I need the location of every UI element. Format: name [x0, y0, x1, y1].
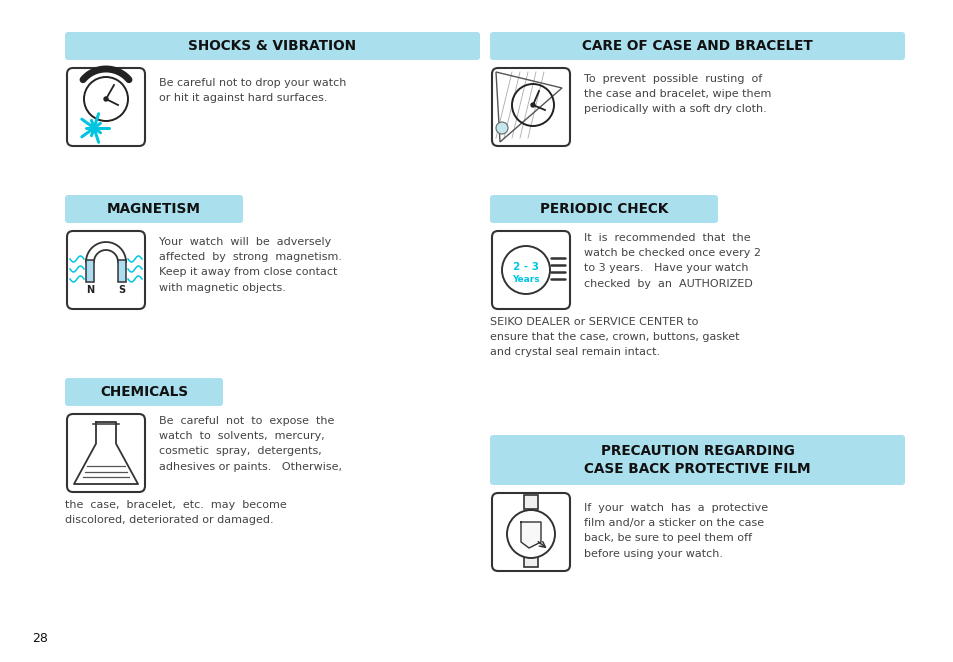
Bar	[86, 260, 94, 282]
Polygon shape	[86, 242, 126, 262]
Bar	[523, 495, 537, 509]
Text: It  is  recommended  that  the
watch be checked once every 2
to 3 years.   Have : It is recommended that the watch be chec…	[583, 233, 760, 289]
Bar	[118, 260, 126, 282]
Polygon shape	[74, 422, 138, 484]
FancyBboxPatch shape	[492, 493, 569, 571]
Circle shape	[506, 510, 555, 558]
Circle shape	[104, 97, 108, 101]
Text: If  your  watch  has  a  protective
film and/or a sticker on the case
back, be s: If your watch has a protective film and/…	[583, 503, 767, 559]
Text: PRECAUTION REGARDING
CASE BACK PROTECTIVE FILM: PRECAUTION REGARDING CASE BACK PROTECTIV…	[583, 444, 810, 476]
FancyBboxPatch shape	[490, 195, 718, 223]
FancyBboxPatch shape	[492, 231, 569, 309]
FancyBboxPatch shape	[67, 68, 145, 146]
Text: MAGNETISM: MAGNETISM	[107, 202, 201, 216]
Text: Be careful not to drop your watch
or hit it against hard surfaces.: Be careful not to drop your watch or hit…	[159, 78, 346, 103]
FancyBboxPatch shape	[65, 195, 243, 223]
FancyBboxPatch shape	[67, 231, 145, 309]
FancyBboxPatch shape	[65, 378, 223, 406]
FancyBboxPatch shape	[67, 414, 145, 492]
Text: PERIODIC CHECK: PERIODIC CHECK	[539, 202, 667, 216]
FancyBboxPatch shape	[490, 435, 904, 485]
Text: To  prevent  possible  rusting  of
the case and bracelet, wipe them
periodically: To prevent possible rusting of the case …	[583, 74, 771, 115]
Text: N: N	[86, 285, 94, 295]
Text: 28: 28	[32, 632, 48, 645]
Text: Be  careful  not  to  expose  the
watch  to  solvents,  mercury,
cosmetic  spray: Be careful not to expose the watch to so…	[159, 416, 341, 471]
Text: SEIKO DEALER or SERVICE CENTER to
ensure that the case, crown, buttons, gasket
a: SEIKO DEALER or SERVICE CENTER to ensure…	[490, 317, 739, 357]
Text: the  case,  bracelet,  etc.  may  become
discolored, deteriorated or damaged.: the case, bracelet, etc. may become disc…	[65, 500, 287, 525]
Text: CHEMICALS: CHEMICALS	[100, 385, 188, 399]
Text: Your  watch  will  be  adversely
affected  by  strong  magnetism.
Keep it away f: Your watch will be adversely affected by…	[159, 237, 341, 293]
Bar	[523, 553, 537, 567]
Polygon shape	[520, 522, 540, 548]
Text: S: S	[118, 285, 126, 295]
Text: 2 - 3: 2 - 3	[513, 262, 538, 272]
Text: SHOCKS & VIBRATION: SHOCKS & VIBRATION	[189, 39, 356, 53]
FancyBboxPatch shape	[492, 68, 569, 146]
Text: CARE OF CASE AND BRACELET: CARE OF CASE AND BRACELET	[581, 39, 812, 53]
FancyBboxPatch shape	[490, 32, 904, 60]
FancyBboxPatch shape	[65, 32, 479, 60]
Text: Years: Years	[512, 275, 539, 283]
Circle shape	[496, 122, 507, 134]
Circle shape	[531, 103, 535, 107]
